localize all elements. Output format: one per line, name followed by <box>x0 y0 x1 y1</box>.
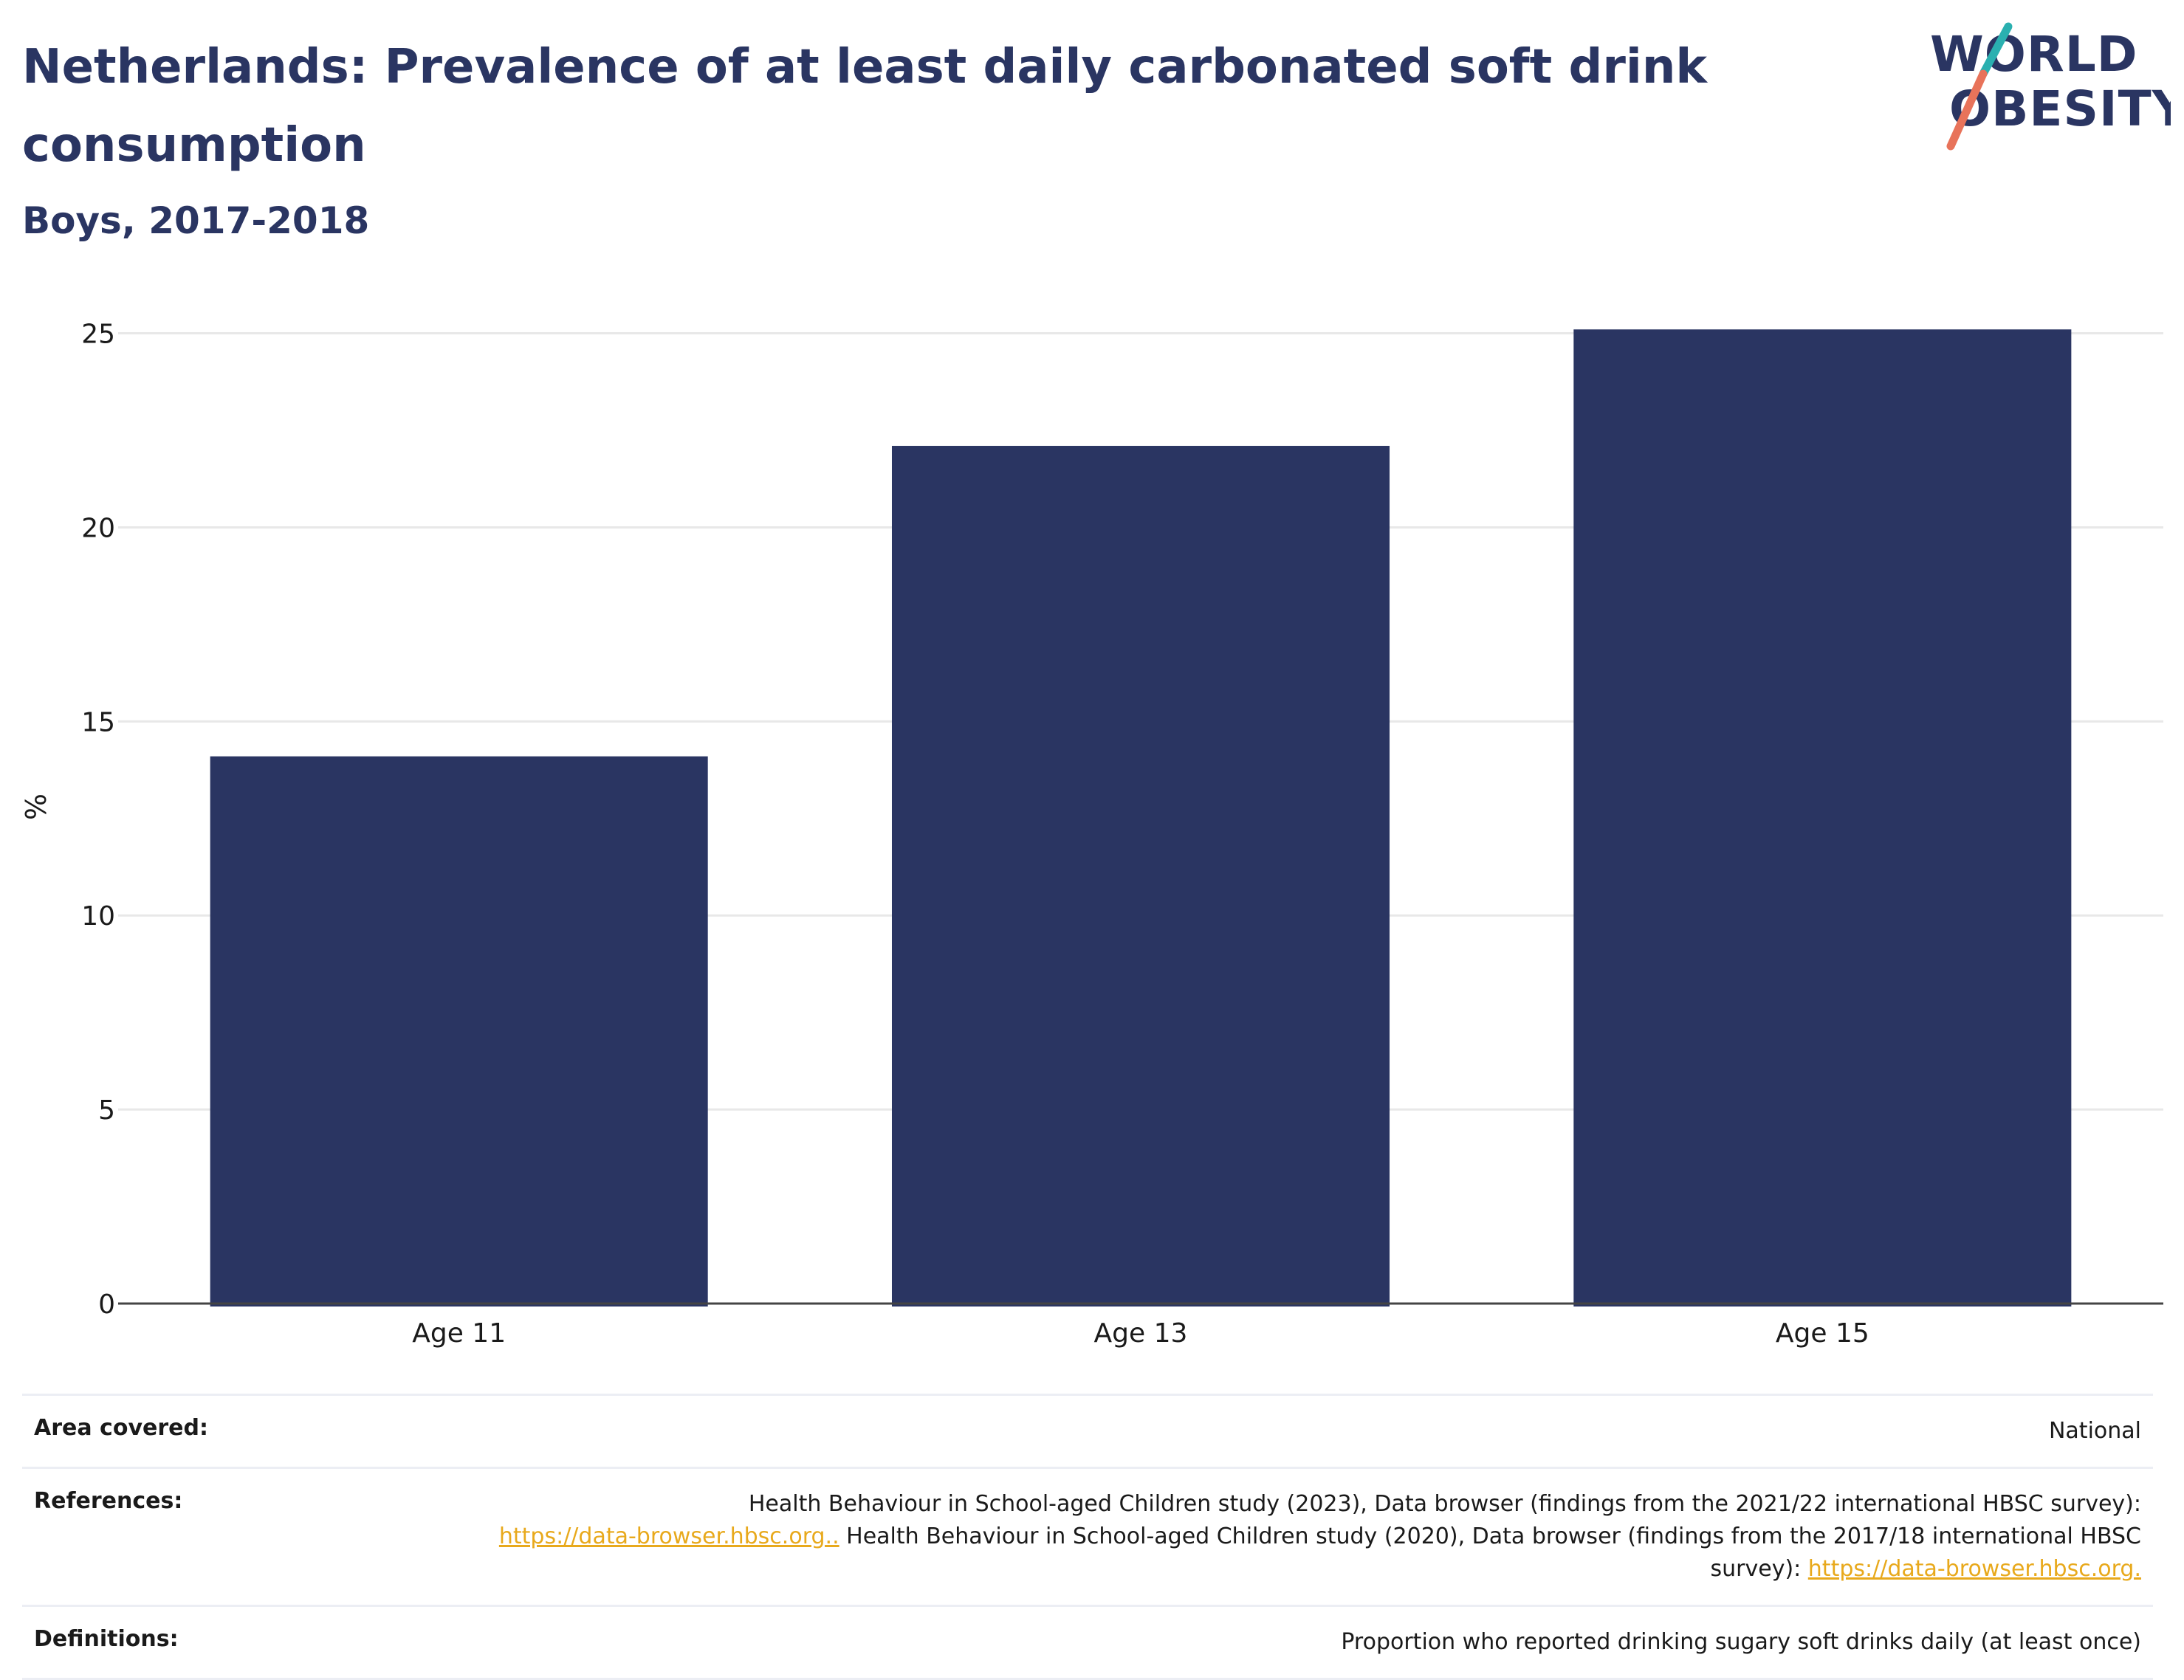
y-tick-labels: 0 5 10 15 20 25 <box>81 320 115 1320</box>
area-covered-value: National <box>2048 1418 2141 1444</box>
logo-line-1: WORLD <box>1930 26 2138 83</box>
definitions-label: Definitions: <box>34 1626 179 1652</box>
x-tick-label: Age 13 <box>1094 1318 1188 1349</box>
bar-age-11 <box>210 756 708 1307</box>
bar-chart: 0 5 10 15 20 25 Age 11 Age 13 Age 15 % <box>20 320 2163 1349</box>
chart-subtitle: Boys, 2017-2018 <box>22 199 370 242</box>
y-tick-label: 10 <box>81 901 115 932</box>
logo-slash-bottom <box>1946 69 1988 151</box>
y-axis-label: % <box>20 793 52 820</box>
y-tick-label: 25 <box>81 320 115 350</box>
definitions-row: Definitions: Proportion who reported dri… <box>22 1605 2153 1680</box>
bars <box>210 329 2072 1307</box>
area-covered-label: Area covered: <box>34 1415 208 1441</box>
references-text-2: Health Behaviour in School-aged Children… <box>839 1524 2141 1582</box>
reference-link-1[interactable]: https://data-browser.hbsc.org.. <box>498 1524 839 1549</box>
references-value: Health Behaviour in School-aged Children… <box>403 1488 2141 1586</box>
references-text-1: Health Behaviour in School-aged Children… <box>748 1491 2141 1517</box>
y-tick-label: 20 <box>81 513 115 543</box>
world-obesity-logo: WORLD OBESITY <box>1930 22 2171 151</box>
references-row: References: Health Behaviour in School-a… <box>22 1467 2153 1605</box>
references-label: References: <box>34 1488 183 1514</box>
y-tick-label: 0 <box>98 1290 115 1320</box>
x-tick-labels: Age 11 Age 13 Age 15 <box>412 1318 1869 1349</box>
bar-age-13 <box>891 446 1390 1307</box>
reference-link-2[interactable]: https://data-browser.hbsc.org. <box>1807 1556 2141 1582</box>
y-tick-label: 15 <box>81 707 115 737</box>
definitions-value: Proportion who reported drinking sugary … <box>1341 1629 2141 1655</box>
logo-line-2: OBESITY <box>1949 80 2171 137</box>
area-covered-row: Area covered: National <box>22 1394 2153 1467</box>
y-tick-label: 5 <box>98 1095 115 1126</box>
bar-age-15 <box>1573 329 2072 1307</box>
x-tick-label: Age 15 <box>1776 1318 1869 1349</box>
logo-slash-top <box>1979 22 2013 78</box>
chart-title: Netherlands: Prevalence of at least dail… <box>22 40 1707 173</box>
info-table: Area covered: National References: Healt… <box>22 1394 2153 1680</box>
x-tick-label: Age 11 <box>412 1318 506 1349</box>
